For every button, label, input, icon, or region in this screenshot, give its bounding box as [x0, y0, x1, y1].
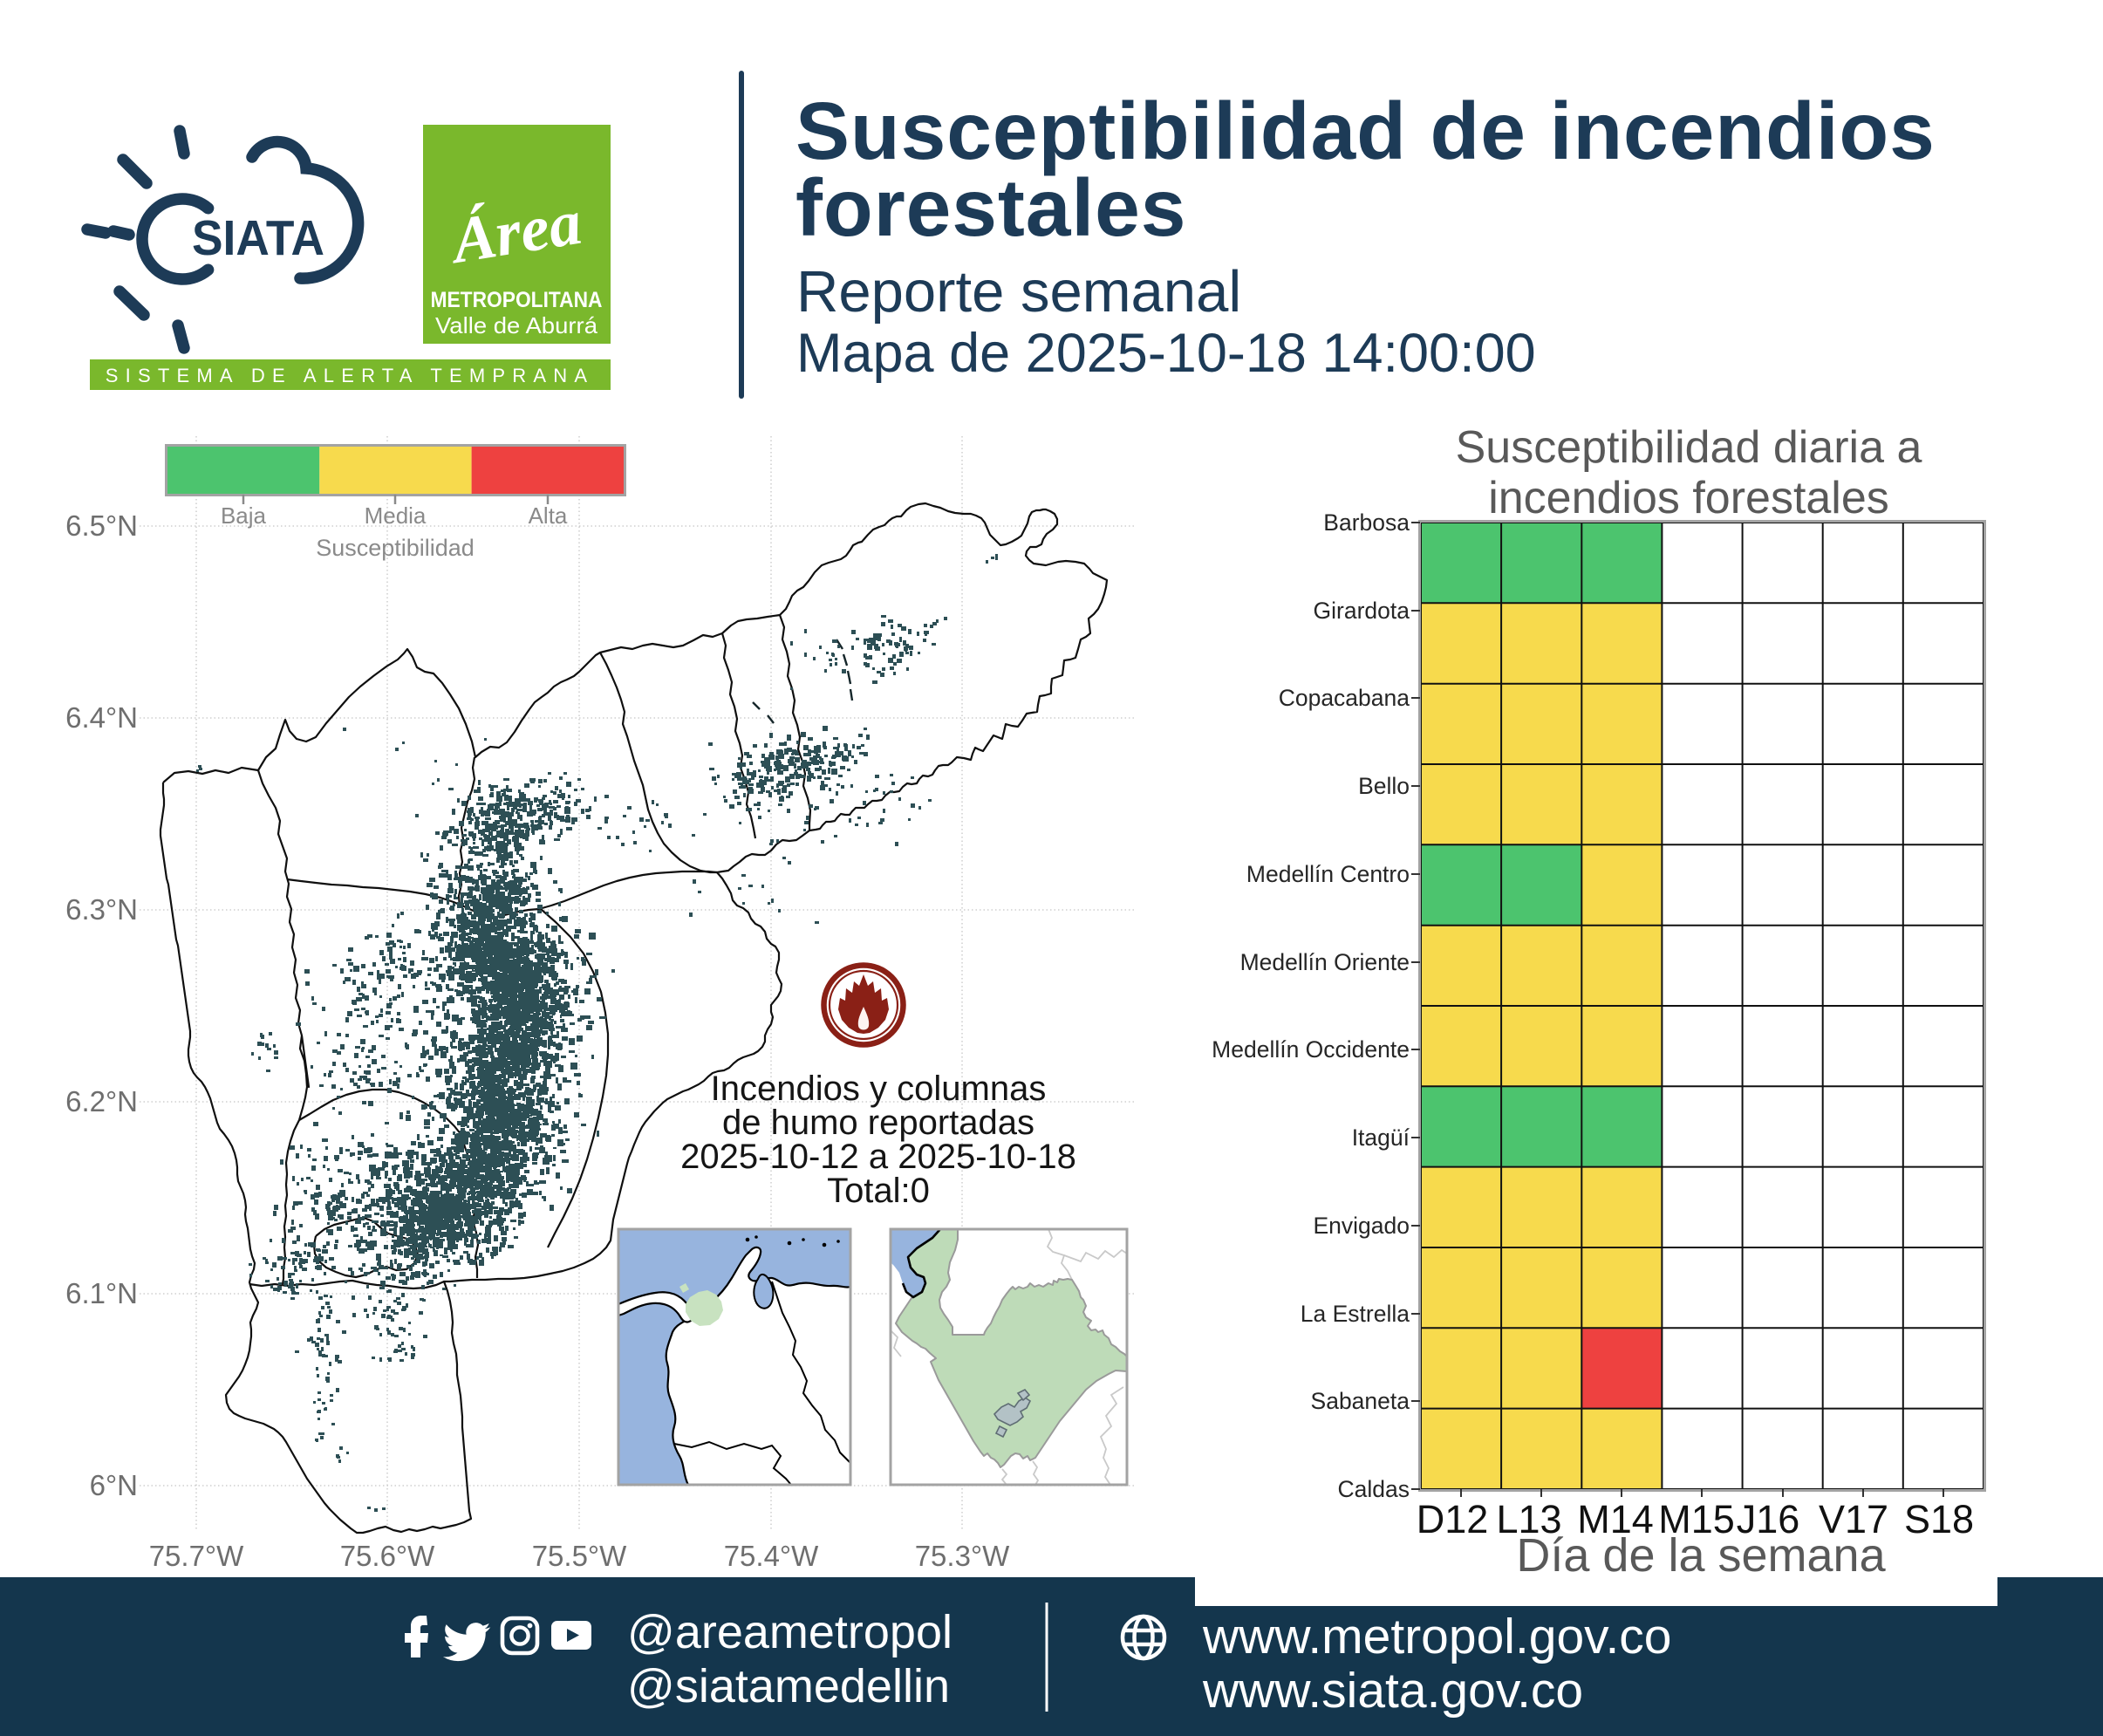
svg-text:Valle de Aburrá: Valle de Aburrá	[435, 312, 598, 338]
svg-text:La Estrella: La Estrella	[1301, 1301, 1410, 1327]
svg-text:Caldas: Caldas	[1338, 1476, 1410, 1502]
svg-text:S18: S18	[1904, 1497, 1974, 1541]
svg-text:Bello: Bello	[1358, 773, 1410, 799]
svg-text:Incendios y columnas: Incendios y columnas	[711, 1070, 1047, 1108]
svg-text:75.6°W: 75.6°W	[340, 1540, 435, 1572]
svg-text:Itagüí: Itagüí	[1352, 1124, 1410, 1151]
svg-text:J16: J16	[1737, 1497, 1800, 1541]
svg-text:6.2°N: 6.2°N	[65, 1085, 138, 1117]
svg-text:D12: D12	[1417, 1497, 1489, 1541]
svg-text:Sabaneta: Sabaneta	[1311, 1388, 1410, 1414]
svg-text:V17: V17	[1819, 1497, 1888, 1541]
svg-text:Barbosa: Barbosa	[1323, 509, 1410, 536]
svg-text:Copacabana: Copacabana	[1279, 685, 1410, 711]
svg-text:6.4°N: 6.4°N	[65, 701, 138, 734]
svg-text:Media: Media	[365, 502, 427, 529]
svg-text:M15: M15	[1658, 1497, 1735, 1541]
svg-text:www.siata.gov.co: www.siata.gov.co	[1202, 1663, 1583, 1719]
svg-text:Susceptibilidad diaria a: Susceptibilidad diaria a	[1456, 422, 1922, 473]
svg-text:75.3°W: 75.3°W	[915, 1540, 1010, 1572]
svg-text:6.5°N: 6.5°N	[65, 509, 138, 542]
svg-text:L13: L13	[1496, 1497, 1561, 1541]
svg-text:Medellín Centro: Medellín Centro	[1246, 861, 1410, 887]
svg-text:incendios forestales: incendios forestales	[1488, 473, 1889, 523]
svg-text:Medellín Oriente: Medellín Oriente	[1240, 949, 1410, 975]
svg-text:M14: M14	[1577, 1497, 1654, 1541]
svg-text:Envigado: Envigado	[1313, 1213, 1410, 1239]
svg-text:@siatamedellin: @siatamedellin	[627, 1660, 950, 1712]
svg-text:6.1°N: 6.1°N	[65, 1277, 138, 1309]
svg-text:6°N: 6°N	[90, 1469, 138, 1501]
svg-text:2025-10-12 a 2025-10-18: 2025-10-12 a 2025-10-18	[680, 1138, 1076, 1176]
svg-text:Girardota: Girardota	[1314, 598, 1410, 624]
svg-text:METROPOLITANA: METROPOLITANA	[431, 288, 603, 312]
svg-text:75.5°W: 75.5°W	[532, 1540, 627, 1572]
svg-text:Alta: Alta	[529, 502, 568, 529]
svg-text:75.7°W: 75.7°W	[149, 1540, 244, 1572]
svg-text:SIATA: SIATA	[192, 210, 324, 266]
svg-text:6.3°N: 6.3°N	[65, 893, 138, 926]
svg-text:de humo reportadas: de humo reportadas	[722, 1104, 1034, 1142]
svg-text:@areametropol: @areametropol	[627, 1606, 952, 1658]
svg-text:www.metropol.gov.co: www.metropol.gov.co	[1202, 1609, 1672, 1664]
svg-text:Susceptibilidad: Susceptibilidad	[316, 535, 475, 561]
svg-text:Baja: Baja	[221, 502, 267, 529]
svg-text:Día de la semana: Día de la semana	[1516, 1529, 1886, 1582]
svg-text:75.4°W: 75.4°W	[724, 1540, 819, 1572]
svg-text:Medellín Occidente: Medellín Occidente	[1212, 1036, 1410, 1063]
svg-text:SISTEMA DE ALERTA TEMPRANA: SISTEMA DE ALERTA TEMPRANA	[106, 365, 594, 386]
svg-text:Total:0: Total:0	[827, 1172, 930, 1210]
